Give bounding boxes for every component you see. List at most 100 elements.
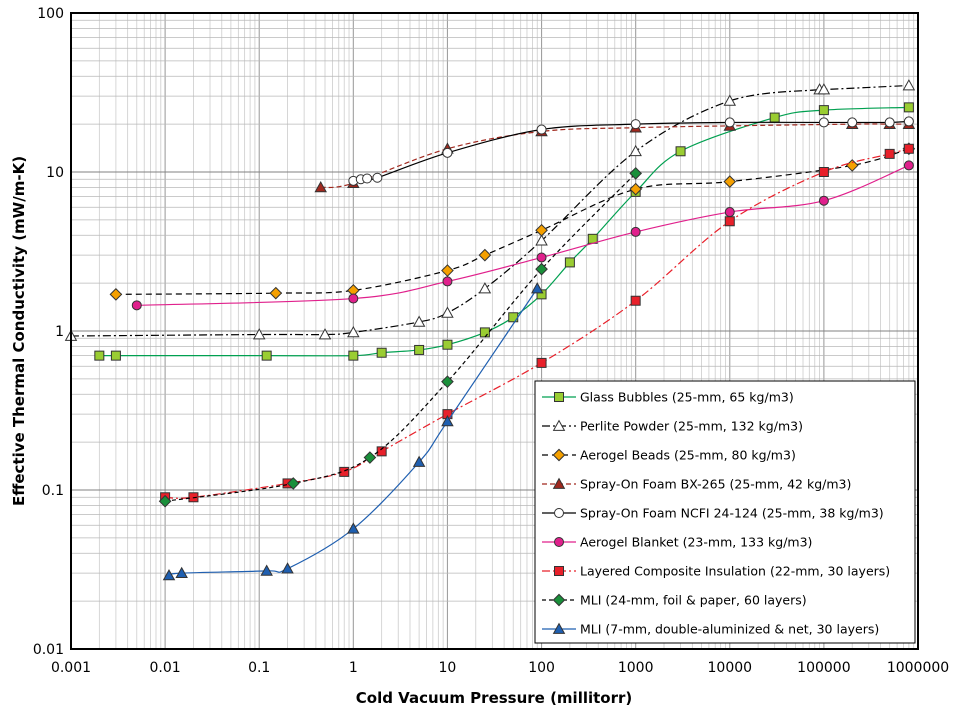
legend-label: MLI (7-mm, double-aluminized & net, 30 l… (580, 622, 879, 637)
legend-label: Aerogel Beads (25-mm, 80 kg/m3) (580, 448, 796, 463)
legend-item: MLI (7-mm, double-aluminized & net, 30 l… (542, 622, 879, 637)
data-point (536, 124, 547, 135)
data-point (903, 116, 914, 127)
x-tick-label: 0.001 (51, 660, 91, 676)
data-point (723, 94, 737, 106)
x-tick-label: 1 (349, 660, 358, 676)
data-point (110, 350, 121, 361)
series-line (136, 164, 910, 306)
data-point (131, 300, 142, 311)
data-point (441, 306, 454, 318)
data-point (847, 117, 858, 128)
series-line (115, 148, 910, 295)
data-point (347, 325, 360, 338)
data-point (818, 167, 829, 177)
legend-marker (554, 508, 564, 518)
data-point (442, 147, 453, 158)
legend-box (534, 380, 916, 644)
data-point (412, 455, 426, 467)
data-point (109, 288, 123, 301)
data-point (412, 315, 426, 327)
data-point (903, 160, 914, 171)
data-point (261, 350, 272, 361)
plot-frame (70, 12, 919, 650)
data-point (724, 207, 735, 218)
data-point (478, 282, 492, 294)
y-tick-label: 100 (37, 6, 64, 22)
legend-item: Layered Composite Insulation (22-mm, 30 … (542, 564, 890, 579)
data-point (629, 144, 642, 157)
data-point (318, 328, 332, 340)
data-point (414, 344, 425, 355)
data-point (903, 143, 914, 154)
data-point (818, 105, 829, 116)
series-5 (348, 116, 914, 186)
x-tick-label: 10000 (708, 660, 753, 676)
data-point (314, 180, 327, 193)
data-point (902, 79, 916, 91)
series-line (97, 106, 909, 357)
data-point (630, 295, 641, 306)
data-point (348, 350, 359, 361)
data-point (442, 276, 453, 287)
legend-item: Spray-On Foam NCFI 24-124 (25-mm, 38 kg/… (542, 506, 884, 521)
legend-label: Aerogel Blanket (23-mm, 133 kg/m3) (580, 535, 812, 550)
data-point (441, 375, 454, 389)
data-point (269, 286, 283, 300)
legend-marker (552, 622, 566, 634)
data-point (884, 117, 895, 128)
data-point (530, 282, 544, 294)
data-point (94, 350, 105, 361)
data-point (478, 248, 492, 262)
data-point (441, 264, 454, 277)
data-point (372, 172, 383, 183)
x-tick-label: 100000 (797, 660, 850, 676)
data-point (281, 562, 294, 574)
legend-label: Spray-On Foam BX-265 (25-mm, 42 kg/m3) (580, 477, 851, 492)
y-axis-title: Effective Thermal Conductivity (mW/m-K) (10, 156, 28, 506)
data-point (817, 83, 831, 95)
data-point (536, 357, 547, 368)
data-point (769, 112, 780, 123)
data-point (535, 223, 548, 237)
series-6 (131, 160, 914, 311)
data-point (818, 195, 829, 206)
legend-marker (554, 537, 564, 547)
legend-label: Glass Bubbles (25-mm, 65 kg/m3) (580, 390, 794, 405)
tick-labels: 0.001 0.01 0.1 1 10 100 1000 10000 100000 1000000… (33, 6, 949, 676)
legend: Glass Bubbles (25-mm, 65 kg/m3) Perlite P… (534, 380, 916, 644)
data-point (564, 257, 575, 268)
series-9 (162, 282, 544, 581)
legend-marker (552, 419, 566, 431)
data-point (724, 216, 735, 227)
x-tick-label: 100 (528, 660, 555, 676)
data-point (376, 446, 387, 457)
data-point (903, 102, 914, 113)
series-line (168, 288, 538, 577)
data-point (363, 451, 377, 464)
legend-marker (552, 477, 566, 489)
series-line (165, 172, 637, 502)
y-tick-label: 1 (55, 324, 64, 340)
data-point (347, 522, 360, 534)
data-point (536, 252, 547, 263)
data-point (675, 146, 686, 157)
data-point (348, 293, 359, 304)
data-point (845, 159, 859, 172)
data-point (479, 327, 490, 338)
data-point (630, 226, 641, 237)
grid-lines (70, 13, 918, 650)
legend-item: Spray-On Foam BX-265 (25-mm, 42 kg/m3) (542, 477, 851, 492)
legend-label: MLI (24-mm, foil & paper, 60 layers) (580, 593, 807, 608)
data-point (442, 339, 453, 350)
data-point (884, 148, 895, 159)
legend-item: Perlite Powder (25-mm, 132 kg/m3) (542, 419, 803, 434)
legend-item: MLI (24-mm, foil & paper, 60 layers) (542, 593, 807, 608)
y-tick-label: 10 (46, 165, 64, 181)
x-tick-label: 1000000 (887, 660, 949, 676)
legend-label: Perlite Powder (25-mm, 132 kg/m3) (580, 419, 803, 434)
data-point (158, 494, 172, 508)
data-point (362, 173, 373, 184)
data-point (175, 566, 188, 578)
legend-label: Spray-On Foam NCFI 24-124 (25-mm, 38 kg/… (580, 506, 884, 521)
